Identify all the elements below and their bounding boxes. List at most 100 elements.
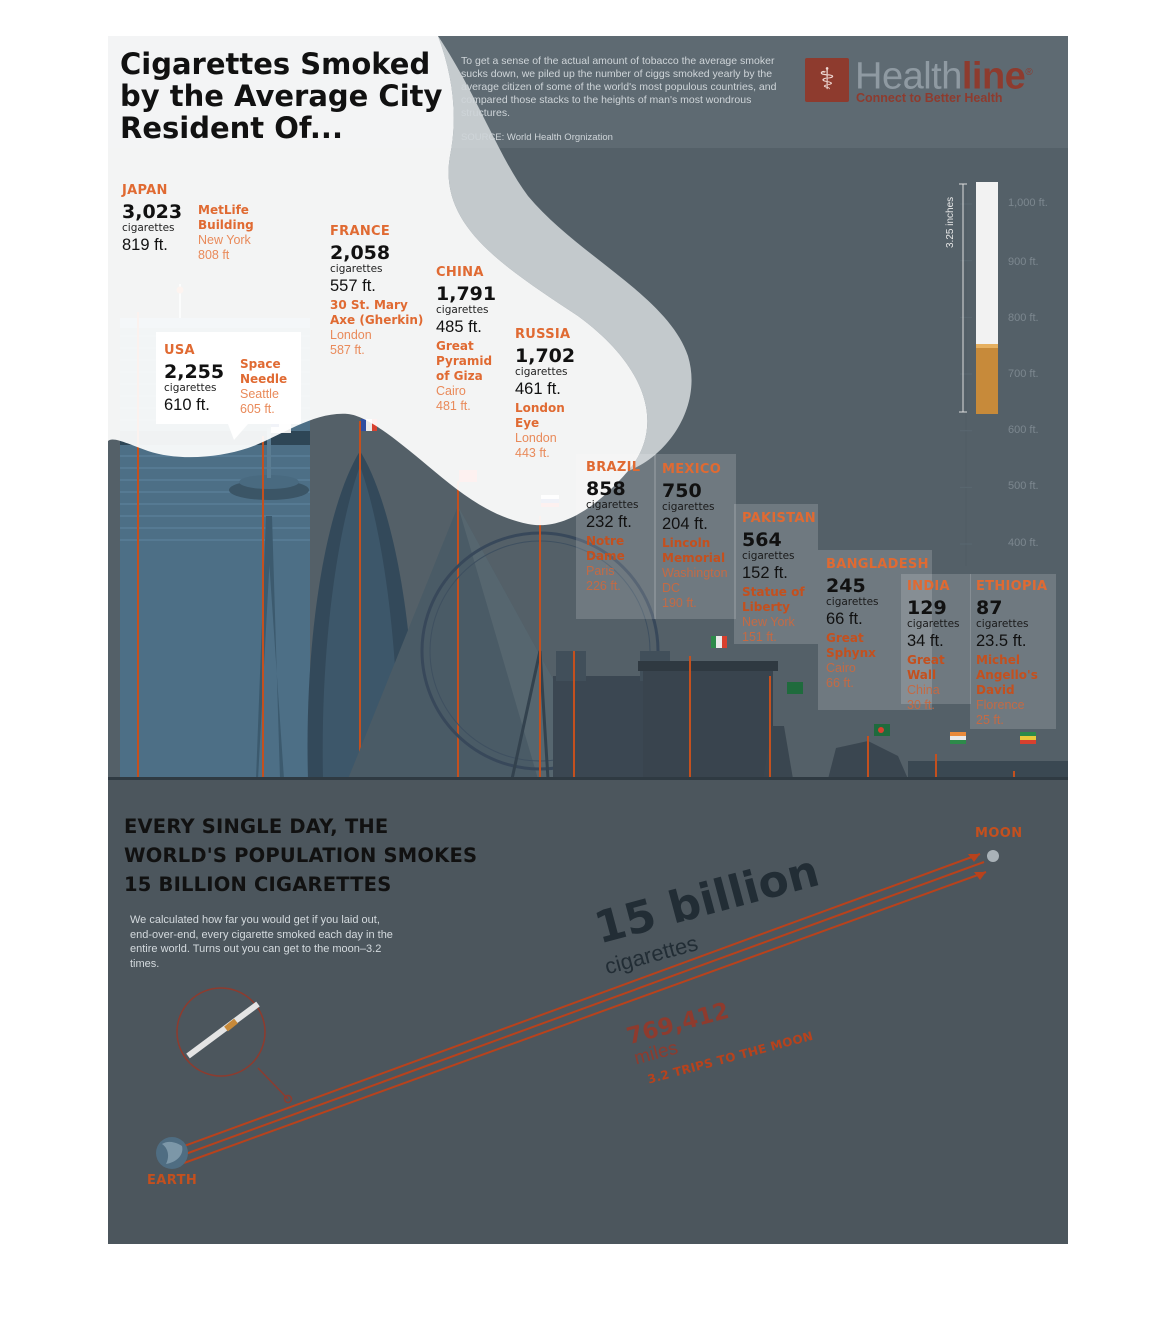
landmark-location: London bbox=[515, 431, 557, 445]
stack-height: 232 ft. bbox=[586, 512, 632, 531]
sphinx-illustration bbox=[828, 724, 908, 779]
stack-height: 485 ft. bbox=[436, 317, 482, 336]
brand-name: Healthline® bbox=[855, 54, 1033, 98]
country-name: INDIA bbox=[907, 579, 950, 594]
entry-russia: RUSSIA 1,702 cigarettes 461 ft. London E… bbox=[515, 328, 581, 461]
caduceus-icon: ⚕ bbox=[805, 58, 849, 102]
stack-height: 23.5 ft. bbox=[976, 631, 1027, 650]
source-credit: SOURCE: World Health Orgnization bbox=[461, 132, 613, 143]
ethiopia-card bbox=[970, 574, 1056, 729]
cigarette-count: 3,023 bbox=[122, 201, 183, 223]
landmark-location: Paris bbox=[586, 564, 615, 578]
landmark-height: 25 ft. bbox=[976, 713, 1004, 727]
landmark-name: Statue of Liberty bbox=[742, 585, 805, 614]
landmark-height: 66 ft. bbox=[826, 676, 854, 690]
cigarette-count: 2,058 bbox=[330, 242, 391, 264]
moon-icon bbox=[987, 850, 999, 862]
scale-label-500: 500 ft. bbox=[1008, 480, 1039, 492]
landmark-location: New York bbox=[742, 615, 795, 629]
country-name: CHINA bbox=[436, 265, 484, 280]
landmark-height: 443 ft. bbox=[515, 446, 550, 460]
david-statue-illustration bbox=[1013, 732, 1036, 779]
landmark-height: 808 ft bbox=[198, 248, 230, 262]
entry-usa: USA 2,255 cigarettes 610 ft. bbox=[164, 344, 224, 413]
landmark-name: Notre Dame bbox=[586, 534, 625, 563]
landmark-location: Cairo bbox=[436, 384, 466, 398]
landmark-location: Seattle bbox=[240, 387, 279, 401]
entry-japan: JAPAN 3,023 cigarettes 819 ft. bbox=[122, 184, 182, 253]
landmark-height: 226 ft. bbox=[586, 579, 621, 593]
cigarette-unit: cigarettes bbox=[515, 366, 568, 378]
stack-height: 204 ft. bbox=[662, 514, 708, 533]
cigarette-count: 245 bbox=[826, 575, 866, 597]
country-name: RUSSIA bbox=[515, 327, 571, 342]
scale-label-600: 600 ft. bbox=[1008, 424, 1039, 436]
landmark-name: Great Sphynx bbox=[826, 631, 876, 660]
landmark-name: MetLife Building bbox=[198, 203, 254, 232]
smoke-trail bbox=[438, 36, 692, 471]
landmark-height: 30 ft. bbox=[907, 698, 935, 712]
country-name: PAKISTAN bbox=[742, 511, 816, 526]
skyline-illustration bbox=[108, 36, 1068, 1169]
cigarette-unit: cigarettes bbox=[330, 263, 383, 275]
entry-france: FRANCE 2,058 cigarettes 557 ft. 30 St. M… bbox=[330, 225, 428, 358]
cigarette-scale-reference bbox=[959, 182, 998, 414]
landmark-usa: Space Needle Seattle 605 ft. bbox=[240, 357, 302, 417]
landmark-location: London bbox=[330, 328, 372, 342]
usa-callout-pointer bbox=[228, 424, 248, 440]
infographic-poster: Cigarettes Smoked by the Average City Re… bbox=[108, 36, 1068, 1244]
landmark-height: 605 ft. bbox=[240, 402, 275, 416]
cigarette-unit: cigarettes bbox=[122, 222, 175, 234]
landmark-location: China bbox=[907, 683, 940, 697]
cigarette-count: 1,702 bbox=[515, 345, 576, 367]
stack-height: 610 ft. bbox=[164, 395, 210, 414]
stack-height: 461 ft. bbox=[515, 379, 561, 398]
daily-headline-line3: 15 BILLION CIGARETTES bbox=[124, 873, 392, 896]
healthline-logo[interactable]: ⚕ Healthline® Connect to Better Health bbox=[805, 56, 1055, 106]
entry-pakistan: PAKISTAN 564 cigarettes 152 ft. Statue o… bbox=[742, 511, 816, 645]
india-card bbox=[901, 574, 971, 704]
entry-brazil: BRAZIL 858 cigarettes 232 ft. Notre Dame… bbox=[586, 461, 652, 594]
cigarette-count: 564 bbox=[742, 529, 782, 551]
landmark-name: London Eye bbox=[515, 401, 565, 430]
landmark-height: 481 ft. bbox=[436, 399, 471, 413]
cigarette-count: 2,255 bbox=[164, 361, 225, 383]
great-wall-illustration bbox=[908, 732, 1068, 779]
landmark-name: 30 St. Mary Axe (Gherkin) bbox=[330, 298, 424, 327]
landmark-name: Michel Angello's David bbox=[976, 653, 1038, 697]
cigarette-length-label: 3.25 inches bbox=[945, 196, 956, 248]
cigarette-count: 858 bbox=[586, 478, 626, 500]
brazil-card bbox=[576, 454, 656, 619]
landmark-japan: MetLife Building New York 808 ft bbox=[198, 203, 288, 263]
stack-height: 66 ft. bbox=[826, 609, 863, 628]
magnifier-circle bbox=[176, 987, 266, 1077]
country-name: FRANCE bbox=[330, 224, 391, 239]
bangladesh-card bbox=[818, 550, 932, 710]
country-name: ETHIOPIA bbox=[976, 579, 1048, 594]
pakistan-card bbox=[734, 504, 818, 644]
daily-headline-line2: WORLD'S POPULATION SMOKES bbox=[124, 844, 478, 867]
entry-bangladesh: BANGLADESH 245 cigarettes 66 ft. Great S… bbox=[826, 558, 928, 691]
cigarette-count: 750 bbox=[662, 480, 702, 502]
magnified-cigarette bbox=[186, 1001, 260, 1059]
entry-china: CHINA 1,791 cigarettes 485 ft. Great Pyr… bbox=[436, 266, 506, 414]
stack-height: 557 ft. bbox=[330, 276, 376, 295]
scale-label-400: 400 ft. bbox=[1008, 537, 1039, 549]
cigarette-unit: cigarettes bbox=[826, 596, 879, 608]
brand-name-line: line bbox=[961, 55, 1026, 98]
landmark-height: 587 ft. bbox=[330, 343, 365, 357]
lincoln-memorial-illustration bbox=[638, 636, 778, 779]
scale-label-700: 700 ft. bbox=[1008, 368, 1039, 380]
landmark-height: 151 ft. bbox=[742, 630, 777, 644]
daily-headline-line1: EVERY SINGLE DAY, THE bbox=[124, 815, 389, 838]
daily-headline: EVERY SINGLE DAY, THE WORLD'S POPULATION… bbox=[124, 812, 504, 899]
ground-line bbox=[108, 777, 1068, 780]
scale-label-900: 900 ft. bbox=[1008, 256, 1039, 268]
landmark-name: Great Wall bbox=[907, 653, 945, 682]
landmark-name: Great Pyramid of Giza bbox=[436, 339, 493, 383]
page-title: Cigarettes Smoked by the Average City Re… bbox=[120, 47, 443, 145]
earth-moon-trajectory bbox=[156, 850, 999, 1169]
cigarette-unit: cigarettes bbox=[907, 618, 960, 630]
intro-text: To get a sense of the actual amount of t… bbox=[461, 55, 777, 119]
registered-mark: ® bbox=[1025, 67, 1033, 78]
